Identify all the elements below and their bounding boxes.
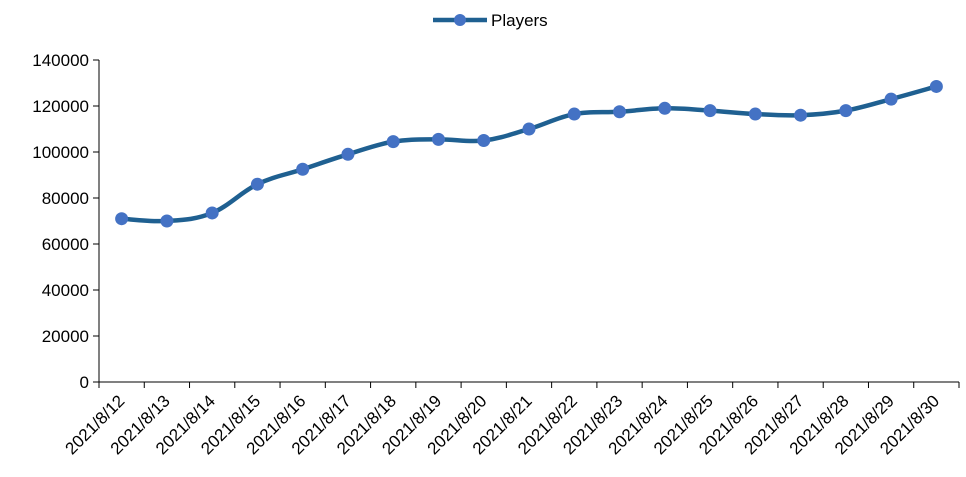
data-point: [115, 212, 129, 226]
data-point: [386, 135, 400, 149]
y-tick-label: 60000: [42, 235, 89, 254]
y-tick-label: 140000: [32, 51, 89, 70]
series-players: [115, 79, 943, 228]
data-point: [567, 107, 581, 121]
data-point: [839, 104, 853, 118]
x-axis: 2021/8/122021/8/132021/8/142021/8/152021…: [62, 381, 960, 458]
data-point: [160, 214, 174, 228]
data-point: [522, 122, 536, 136]
data-point: [613, 105, 627, 119]
data-point: [296, 162, 310, 176]
data-point: [431, 132, 445, 146]
data-point: [884, 92, 898, 106]
data-point: [250, 177, 264, 191]
data-point: [658, 101, 672, 115]
data-point: [341, 147, 355, 161]
data-point: [703, 104, 717, 118]
y-tick-label: 0: [80, 373, 89, 392]
y-tick-label: 100000: [32, 143, 89, 162]
y-tick-label: 80000: [42, 189, 89, 208]
y-tick-label: 40000: [42, 281, 89, 300]
legend-label-players: Players: [491, 11, 548, 30]
series-line-players: [119, 84, 939, 224]
data-point: [205, 206, 219, 220]
legend-marker-swatch: [454, 14, 466, 26]
y-tick-label: 120000: [32, 97, 89, 116]
y-axis: 0 20000 40000 60000 80000 100000 120000 140000: [32, 51, 100, 392]
data-point: [477, 134, 491, 147]
legend: Players: [433, 11, 548, 30]
data-point: [748, 107, 762, 121]
data-point: [929, 79, 943, 93]
y-tick-label: 20000: [42, 327, 89, 346]
data-point: [794, 108, 808, 122]
